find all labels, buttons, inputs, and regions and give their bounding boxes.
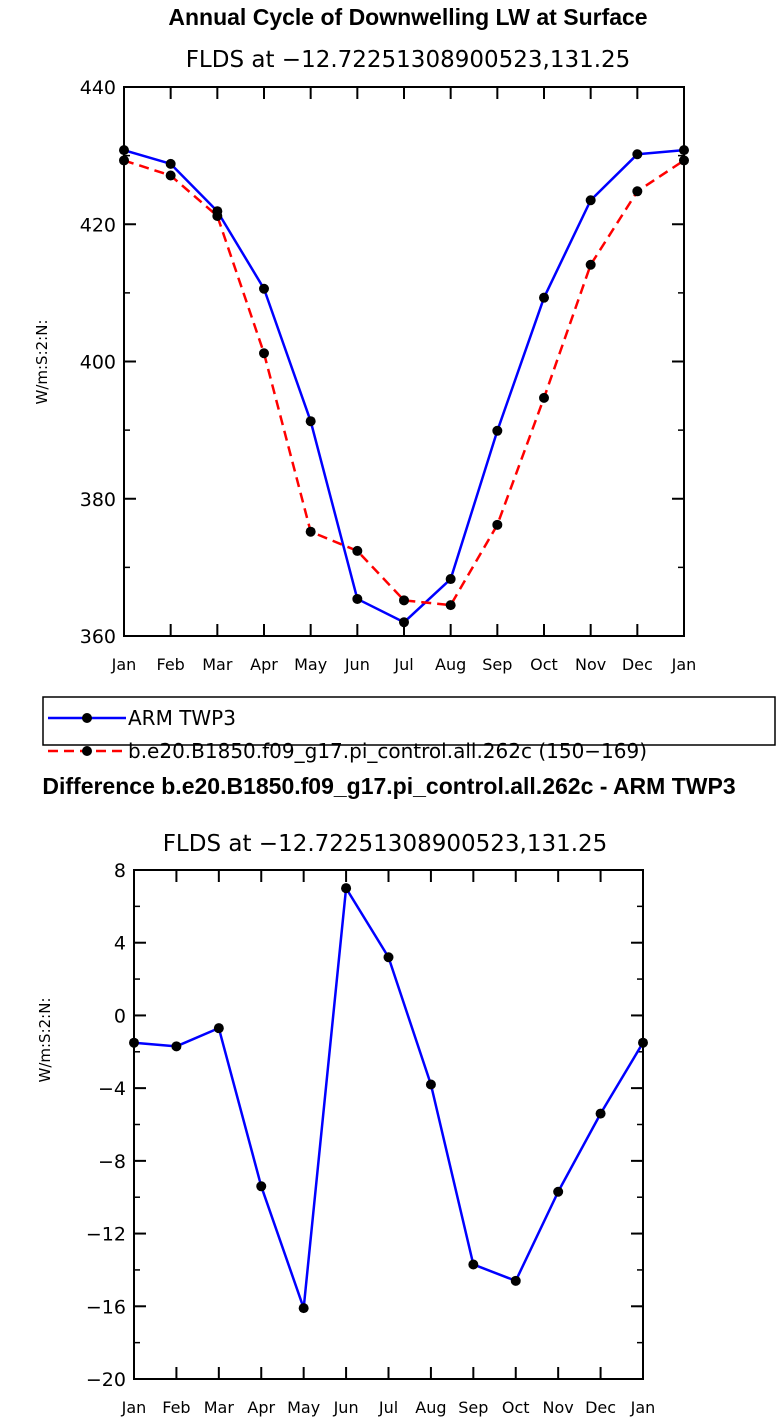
x-tick-label: Jul <box>393 655 413 674</box>
data-point <box>399 595 409 606</box>
data-point <box>492 425 503 436</box>
series-line-0 <box>123 148 685 624</box>
data-point <box>585 195 596 206</box>
series-line-0 <box>133 886 645 1310</box>
chart1-subtitle: FLDS at −12.72251308900523,131.25 <box>186 47 631 73</box>
y-tick-label: 400 <box>80 352 116 374</box>
data-point <box>399 617 409 628</box>
chart1-title: Annual Cycle of Downwelling LW at Surfac… <box>168 4 647 30</box>
data-point <box>305 526 316 537</box>
data-point <box>213 1023 224 1034</box>
data-point <box>305 416 316 427</box>
y-tick-label: −16 <box>86 1296 126 1318</box>
legend-marker-model <box>82 746 92 756</box>
x-tick-label: Jan <box>111 655 137 674</box>
data-point <box>632 149 643 160</box>
x-tick-label: Sep <box>458 1398 488 1417</box>
x-tick-label: Jan <box>121 1398 147 1417</box>
data-point <box>553 1186 564 1197</box>
data-point <box>383 952 394 963</box>
data-point <box>165 158 176 169</box>
x-tick-label: Jan <box>671 655 697 674</box>
y-tick-label: 420 <box>80 214 116 236</box>
data-point <box>352 593 363 604</box>
x-tick-label: Dec <box>585 1398 616 1417</box>
chart2-plot-frame <box>133 869 644 1380</box>
chart1-legend: ARM TWP3 b.e20.B1850.f09_g17.pi_control.… <box>42 696 776 763</box>
y-tick-label: 8 <box>114 860 126 882</box>
legend-label-model: b.e20.B1850.f09_g17.pi_control.all.262c … <box>128 739 647 763</box>
data-point <box>259 348 269 359</box>
x-tick-label: Jun <box>333 1398 359 1417</box>
data-point <box>352 545 363 556</box>
data-point <box>425 1079 436 1090</box>
x-tick-label: Apr <box>250 655 278 674</box>
data-point <box>259 283 269 294</box>
x-tick-label: Jun <box>344 655 370 674</box>
x-tick-label: Mar <box>202 655 233 674</box>
y-tick-label: 440 <box>80 77 116 99</box>
y-tick-label: 0 <box>114 1005 126 1027</box>
data-point <box>468 1259 479 1270</box>
x-tick-label: May <box>294 655 327 674</box>
data-point <box>510 1275 521 1286</box>
data-point <box>595 1108 606 1119</box>
legend-marker-arm <box>82 713 92 723</box>
x-tick-label: Sep <box>482 655 512 674</box>
data-point <box>539 392 549 403</box>
x-tick-label: Oct <box>530 655 558 674</box>
x-tick-label: Jan <box>630 1398 656 1417</box>
x-tick-label: Oct <box>502 1398 530 1417</box>
chart1-y-axis-label: W/m:S:2:N: <box>33 320 51 405</box>
data-point <box>171 1041 182 1052</box>
data-point <box>445 574 456 585</box>
x-tick-label: Nov <box>543 1398 574 1417</box>
y-tick-label: 360 <box>80 626 116 648</box>
chart-difference: Difference b.e20.B1850.f09_g17.pi_contro… <box>36 773 736 1417</box>
x-tick-label: Aug <box>435 655 466 674</box>
y-tick-label: −12 <box>86 1224 126 1246</box>
x-tick-label: Apr <box>247 1398 275 1417</box>
data-point <box>539 292 549 303</box>
data-point <box>298 1303 309 1314</box>
series-line-1 <box>123 159 685 607</box>
x-tick-label: Mar <box>204 1398 235 1417</box>
chart2-subtitle: FLDS at −12.72251308900523,131.25 <box>163 831 608 857</box>
chart2-y-axis-label: W/m:S:2:N: <box>36 998 54 1083</box>
x-tick-label: Feb <box>162 1398 190 1417</box>
data-point <box>585 259 596 270</box>
x-tick-label: May <box>287 1398 320 1417</box>
y-tick-label: 380 <box>80 489 116 511</box>
data-point <box>212 211 223 222</box>
y-tick-label: −4 <box>98 1078 126 1100</box>
y-tick-label: −20 <box>86 1369 126 1391</box>
y-tick-label: 4 <box>114 933 126 955</box>
data-point <box>341 883 352 894</box>
chart-annual-cycle: Annual Cycle of Downwelling LW at Surfac… <box>33 4 696 674</box>
chart1-plot-frame <box>123 86 685 637</box>
x-tick-label: Jul <box>378 1398 398 1417</box>
legend-label-arm: ARM TWP3 <box>128 706 236 730</box>
x-tick-label: Feb <box>157 655 185 674</box>
data-point <box>256 1181 267 1192</box>
data-point <box>165 170 176 181</box>
data-point <box>445 600 456 611</box>
x-tick-label: Aug <box>415 1398 446 1417</box>
chart2-title: Difference b.e20.B1850.f09_g17.pi_contro… <box>42 773 735 799</box>
x-tick-label: Nov <box>575 655 606 674</box>
y-tick-label: −8 <box>98 1151 126 1173</box>
legend-box <box>42 696 776 746</box>
data-point <box>632 186 643 197</box>
x-tick-label: Dec <box>622 655 653 674</box>
data-point <box>492 519 503 530</box>
